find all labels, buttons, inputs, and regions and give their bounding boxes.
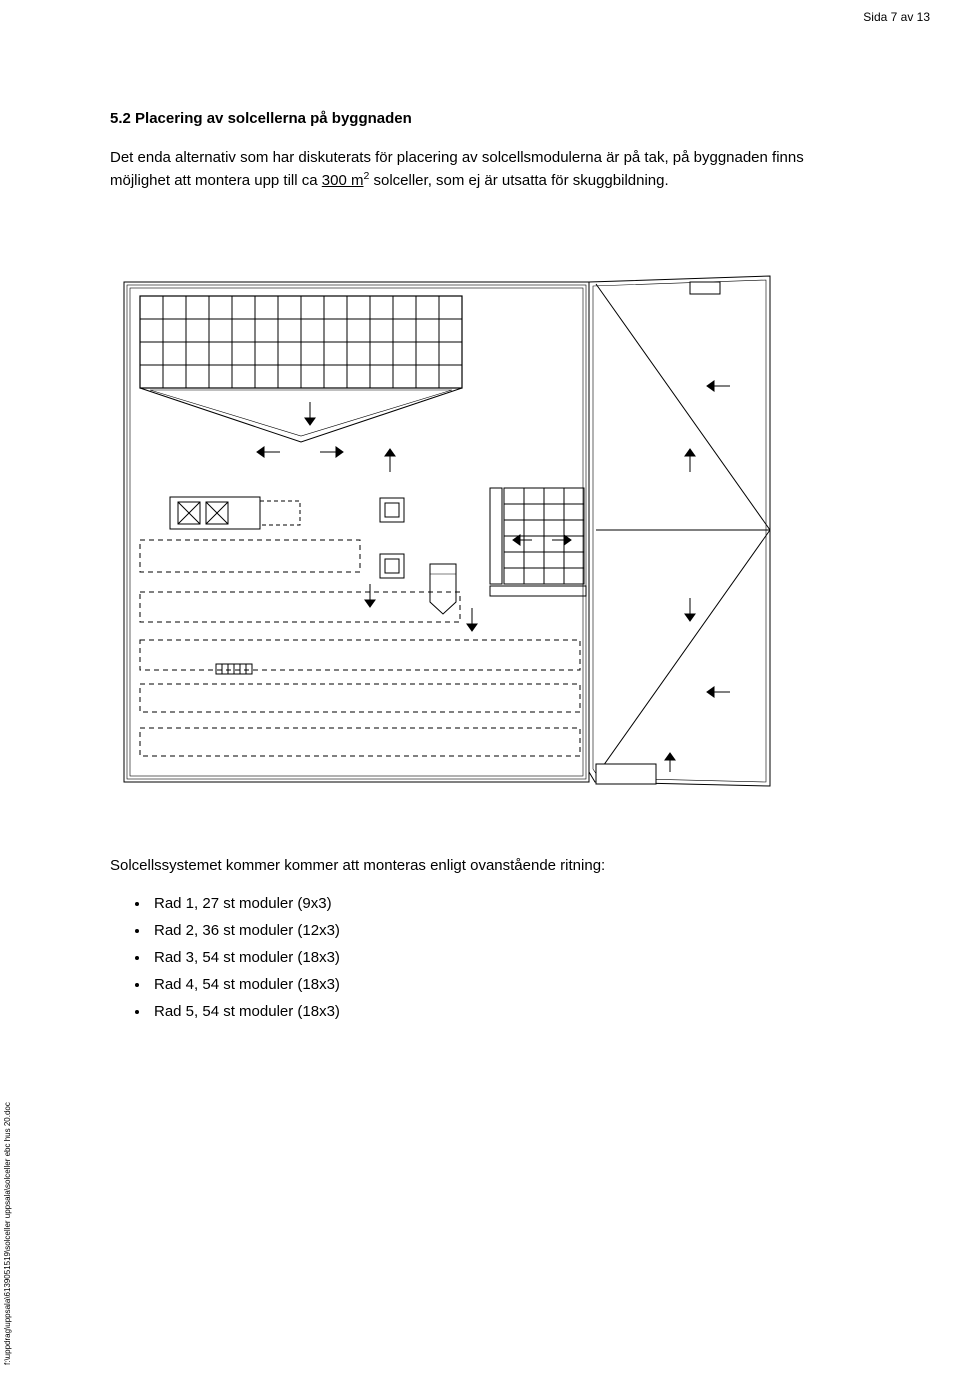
area-value: 300 m: [322, 172, 364, 189]
module-row-list: Rad 1, 27 st moduler (9x3) Rad 2, 36 st …: [150, 890, 850, 1025]
list-item: Rad 1, 27 st moduler (9x3): [150, 890, 850, 917]
paragraph-text-2: solceller, som ej är utsatta för skuggbi…: [369, 172, 668, 189]
list-item: Rad 5, 54 st moduler (18x3): [150, 998, 850, 1025]
roof-plan-svg: [120, 272, 780, 792]
diagram-caption: Solcellssystemet kommer kommer att monte…: [110, 857, 850, 874]
list-item: Rad 2, 36 st moduler (12x3): [150, 917, 850, 944]
list-item: Rad 4, 54 st moduler (18x3): [150, 971, 850, 998]
section-heading: 5.2 Placering av solcellerna på byggnade…: [110, 110, 850, 127]
body-paragraph: Det enda alternativ som har diskuterats …: [110, 147, 850, 192]
list-item: Rad 3, 54 st moduler (18x3): [150, 944, 850, 971]
document-page: Sida 7 av 13 5.2 Placering av solcellern…: [0, 0, 960, 1395]
file-path-footer: f:\uppdrag\uppsala\6139051519\solceller …: [3, 1102, 12, 1365]
page-number: Sida 7 av 13: [863, 10, 930, 24]
roof-plan-diagram: [120, 272, 850, 797]
